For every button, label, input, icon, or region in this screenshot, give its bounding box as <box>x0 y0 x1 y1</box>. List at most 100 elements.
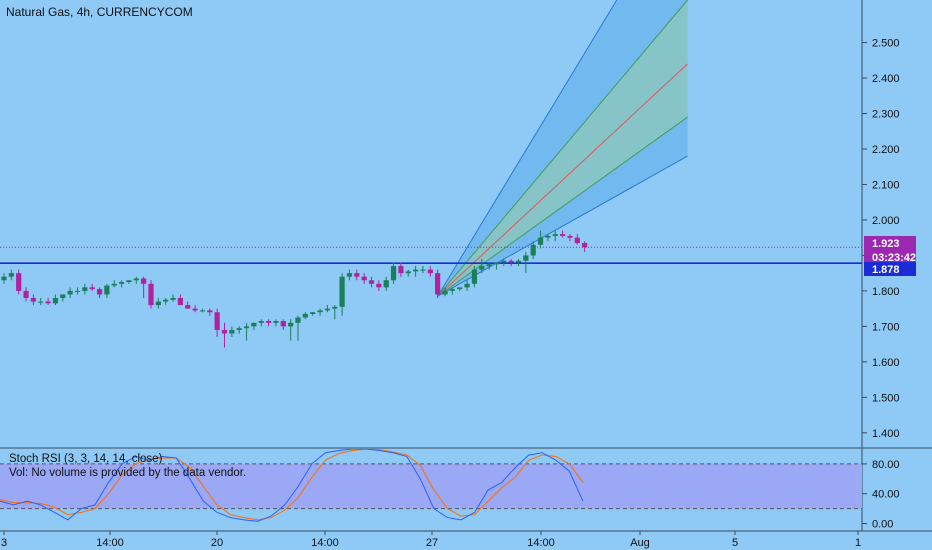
candle[interactable] <box>471 266 477 288</box>
candle[interactable] <box>560 230 566 238</box>
candle[interactable] <box>192 305 198 313</box>
fan-line-median[interactable] <box>437 63 688 297</box>
candle[interactable] <box>582 241 588 252</box>
candle[interactable] <box>515 258 522 267</box>
candle[interactable] <box>537 230 544 249</box>
candle[interactable] <box>346 269 353 281</box>
stoch-k-line[interactable] <box>0 449 584 522</box>
candle[interactable] <box>23 287 29 302</box>
candle[interactable] <box>45 298 51 306</box>
candle[interactable] <box>126 280 132 284</box>
candle[interactable] <box>545 234 551 242</box>
candle[interactable] <box>8 269 14 281</box>
candle[interactable] <box>552 230 558 242</box>
candle-body <box>310 312 316 314</box>
candle[interactable] <box>405 269 411 277</box>
fan-line-upper[interactable] <box>437 0 688 297</box>
candle[interactable] <box>273 319 279 327</box>
candle[interactable] <box>449 287 455 295</box>
countdown-badge[interactable]: 03:23:42 <box>864 250 916 264</box>
candle[interactable] <box>530 241 536 259</box>
candle[interactable] <box>119 280 125 288</box>
candle[interactable] <box>508 258 514 267</box>
candle[interactable] <box>229 326 235 338</box>
candle[interactable] <box>361 273 367 284</box>
candle[interactable] <box>177 294 183 306</box>
candle-body <box>133 278 139 281</box>
candle[interactable] <box>52 294 59 306</box>
candle[interactable] <box>310 312 316 316</box>
candle[interactable] <box>567 234 573 242</box>
symbol-title[interactable]: Natural Gas, 4h, CURRENCYCOM <box>6 5 193 19</box>
candle[interactable] <box>30 294 36 306</box>
candle[interactable] <box>486 262 492 270</box>
time-tick-label: 5 <box>732 537 738 549</box>
candle[interactable] <box>82 283 88 295</box>
candle[interactable] <box>60 294 66 302</box>
candle[interactable] <box>383 276 389 291</box>
candle[interactable] <box>479 258 485 274</box>
candle[interactable] <box>501 258 507 267</box>
candle[interactable] <box>141 276 147 298</box>
candle[interactable] <box>170 294 176 302</box>
candle[interactable] <box>390 262 397 284</box>
candle[interactable] <box>133 276 139 284</box>
candle[interactable] <box>288 319 294 341</box>
line-price-badge[interactable]: 1.878 <box>864 262 916 276</box>
candle[interactable] <box>295 315 301 341</box>
candle[interactable] <box>324 305 330 313</box>
candle[interactable] <box>493 262 500 270</box>
candle[interactable] <box>442 287 448 297</box>
time-tick-label: 14:00 <box>311 537 339 549</box>
candle[interactable] <box>111 280 117 288</box>
candle[interactable] <box>67 287 73 298</box>
candle[interactable] <box>266 319 272 327</box>
candle[interactable] <box>368 276 375 288</box>
candle[interactable] <box>398 262 404 277</box>
fan-line-upper-mid[interactable] <box>437 0 688 297</box>
candle[interactable] <box>185 301 191 309</box>
last-price-badge[interactable]: 1.923 <box>864 236 916 250</box>
candle[interactable] <box>16 269 22 295</box>
candle[interactable] <box>221 322 228 348</box>
candle[interactable] <box>427 266 433 277</box>
candle-body <box>486 264 492 267</box>
candle[interactable] <box>332 305 338 320</box>
candle[interactable] <box>523 251 529 274</box>
candle[interactable] <box>214 308 220 338</box>
candle[interactable] <box>243 322 250 341</box>
candle[interactable] <box>376 280 382 291</box>
candle[interactable] <box>1 273 7 284</box>
stoch-d-line[interactable] <box>0 449 584 521</box>
candle[interactable] <box>457 287 463 291</box>
candle[interactable] <box>413 266 419 277</box>
candle[interactable] <box>354 269 360 281</box>
stoch-rsi-title[interactable]: Stoch RSI (3, 3, 14, 14, close) <box>9 453 163 465</box>
candle[interactable] <box>104 283 110 298</box>
candle[interactable] <box>302 312 308 320</box>
candle[interactable] <box>251 322 257 330</box>
candle[interactable] <box>74 287 81 295</box>
candle[interactable] <box>435 269 441 298</box>
candle[interactable] <box>207 308 213 316</box>
candle[interactable] <box>96 287 103 298</box>
candle[interactable] <box>236 326 242 334</box>
candle[interactable] <box>163 298 169 306</box>
candle[interactable] <box>339 273 345 316</box>
fan-line-lower[interactable] <box>437 155 688 297</box>
candle-body <box>574 237 580 244</box>
candle[interactable] <box>148 280 154 309</box>
candle[interactable] <box>420 266 426 274</box>
candle[interactable] <box>89 283 95 291</box>
candle[interactable] <box>258 319 264 327</box>
candle[interactable] <box>574 234 580 245</box>
price-pane[interactable] <box>0 0 862 447</box>
candle[interactable] <box>280 319 286 330</box>
candle[interactable] <box>464 280 470 291</box>
candle[interactable] <box>199 308 206 313</box>
candle[interactable] <box>155 298 161 309</box>
candle[interactable] <box>38 298 44 306</box>
candle[interactable] <box>317 308 323 316</box>
